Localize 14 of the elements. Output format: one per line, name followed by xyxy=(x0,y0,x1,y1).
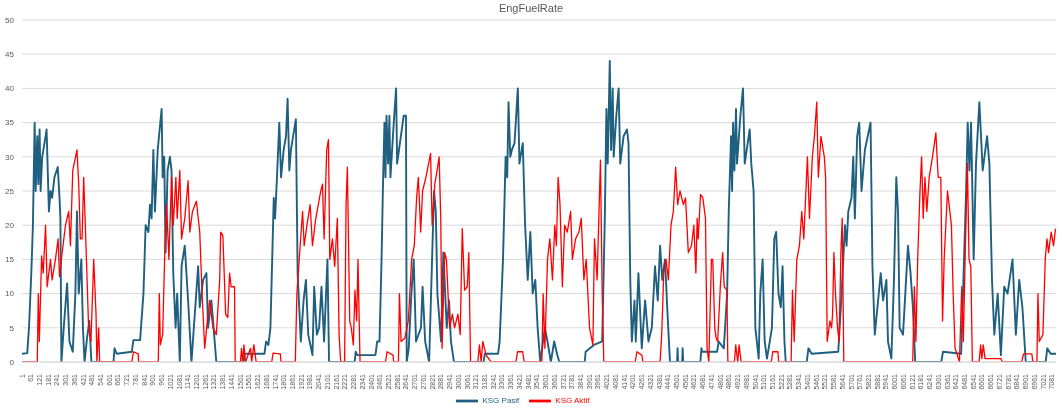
y-tick-label: 5 xyxy=(9,323,15,333)
y-tick-label: 30 xyxy=(5,152,15,162)
y-tick-label: 20 xyxy=(5,221,15,231)
y-tick-label: 0 xyxy=(9,357,15,367)
y-tick-label: 10 xyxy=(5,289,15,299)
y-tick-label: 40 xyxy=(5,84,15,94)
y-tick-label: 25 xyxy=(5,186,15,196)
y-tick-label: 45 xyxy=(5,50,15,60)
chart-title: EngFuelRate xyxy=(498,2,564,14)
y-tick-label: 15 xyxy=(5,255,15,265)
y-tick-label: 50 xyxy=(5,15,15,25)
legend-label: KSG Pasif xyxy=(482,396,520,406)
y-tick-label: 35 xyxy=(5,118,15,128)
legend-label: KSG Aktif xyxy=(555,396,590,406)
